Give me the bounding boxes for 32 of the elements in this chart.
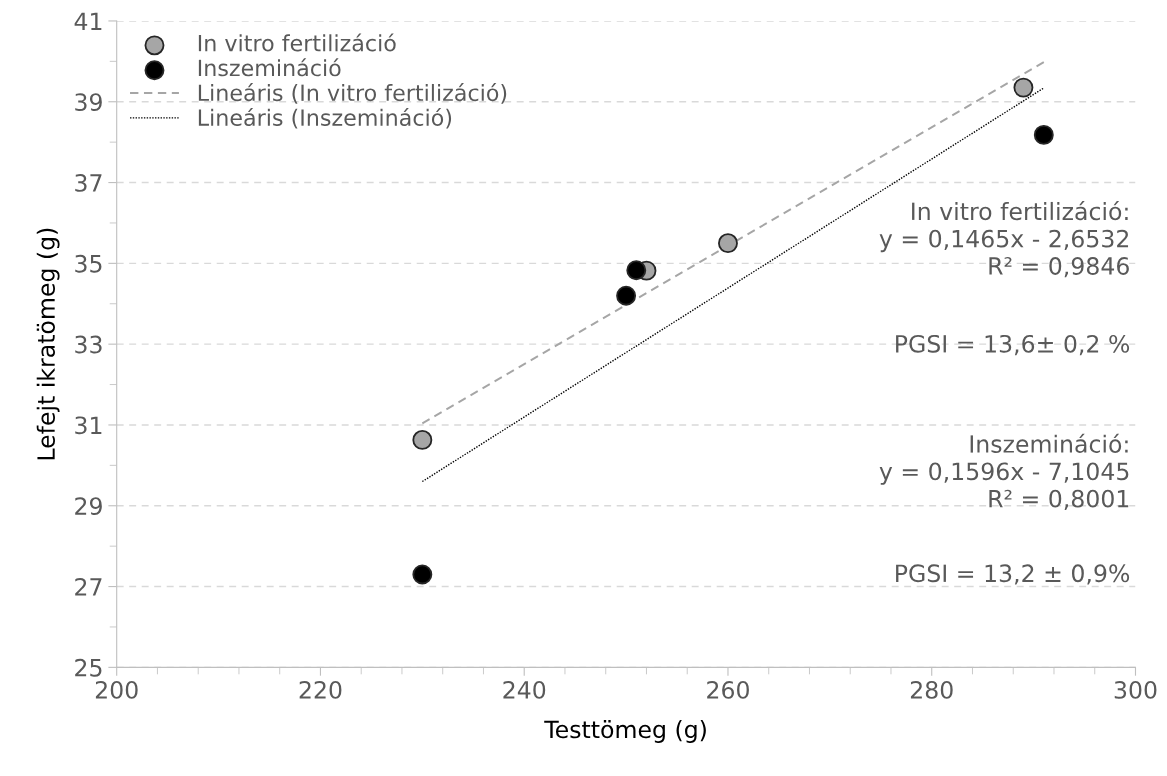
point	[1013, 77, 1034, 98]
x-tick-label: 220	[299, 680, 342, 699]
legend-label: Inszemináció	[198, 58, 341, 77]
y-tick-label: 25	[75, 658, 102, 677]
x-axis-title: Testtömeg (g)	[544, 720, 706, 743]
legend-label: Lineáris (Inszemináció)	[198, 107, 452, 129]
x-tick-label: 260	[707, 680, 749, 699]
x-tick-label: 240	[503, 680, 546, 699]
y-tick-label: 37	[75, 174, 102, 192]
y-tick-label: 35	[75, 254, 102, 273]
x-tick-label: 300	[1114, 680, 1157, 699]
legend-label: In vitro fertilizáció	[198, 33, 396, 52]
legend-label: Lineáris (In vitro fertilizáció)	[198, 83, 507, 104]
y-tick-label: 41	[74, 12, 102, 30]
y-tick-label: 29	[75, 497, 102, 516]
annotation: In vitro fertilizáció: y = 0,1465x - 2,6532 R² = 0,9846	[879, 201, 1129, 278]
y-tick-label: 33	[75, 335, 102, 354]
annotation: PGSI = 13,2 ± 0,9%	[896, 564, 1130, 585]
y-tick-label: 39	[75, 93, 102, 112]
y-axis-title: Lefejt ikratömeg (g)	[36, 228, 60, 460]
y-tick-label: 31	[75, 416, 102, 435]
x-tick-label: 200	[95, 680, 138, 699]
y-tick-label: 27	[75, 578, 102, 596]
point	[616, 285, 637, 306]
point	[412, 429, 433, 450]
point	[412, 564, 433, 585]
annotation: Inszemináció: y = 0,1596x - 7,1045 R² = 0,8001	[879, 433, 1129, 511]
x-tick-label: 280	[910, 680, 953, 699]
annotation: PGSI = 13,6± 0,2 %	[896, 334, 1130, 356]
point	[1033, 124, 1054, 145]
point	[718, 233, 738, 254]
point	[626, 260, 647, 281]
